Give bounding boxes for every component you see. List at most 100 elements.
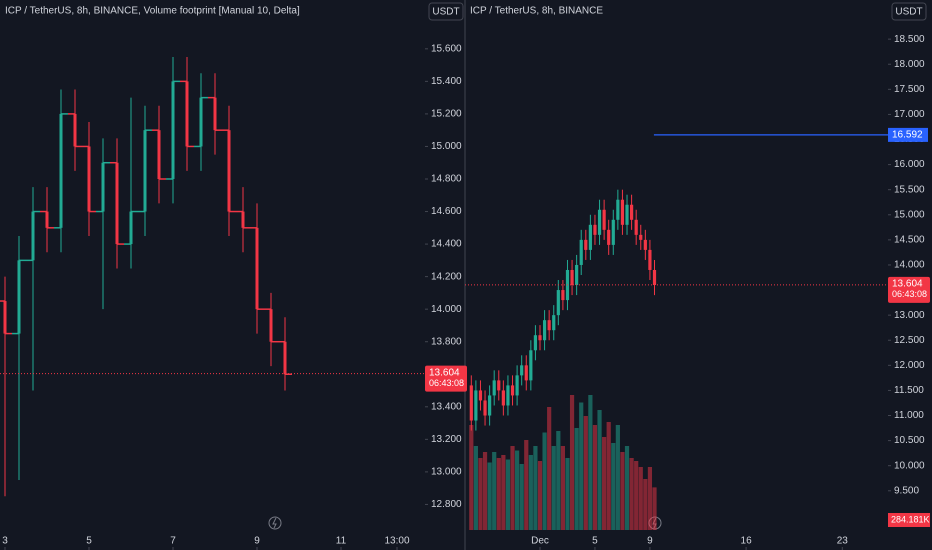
candle-body <box>213 97 217 131</box>
volume-bar <box>505 459 511 530</box>
y-tick-label: 10.500 <box>894 435 925 446</box>
candle-body <box>501 390 505 406</box>
volume-bar <box>524 440 529 530</box>
candle-body <box>143 130 147 212</box>
volume-bar <box>496 458 501 530</box>
x-tick-label: 5 <box>86 536 92 547</box>
last-price-label: 13.604 <box>892 278 923 289</box>
currency-button[interactable]: USDT <box>891 2 927 21</box>
candle-body <box>597 209 602 235</box>
button-frame <box>428 2 464 21</box>
y-tick-label: 17.000 <box>894 109 925 120</box>
last-price-tag <box>425 365 467 392</box>
candle-body <box>648 249 652 270</box>
y-tick-label: 14.000 <box>894 260 925 271</box>
x-tick-label: 9 <box>647 536 653 547</box>
y-tick-label: 17.500 <box>894 84 925 95</box>
y-tick-label: 13.800 <box>431 336 462 347</box>
currency-button[interactable]: USDT <box>428 2 464 21</box>
volume-bar <box>565 458 570 530</box>
volume-bar <box>547 407 552 530</box>
y-tick-label: 14.600 <box>431 206 462 217</box>
volume-bar <box>620 452 625 530</box>
candle-body <box>639 234 643 240</box>
volume-bar <box>528 455 533 530</box>
candle-body <box>611 219 615 245</box>
y-tick-label: 13.000 <box>894 310 925 321</box>
candle-body <box>602 209 606 230</box>
y-tick-label: 11.500 <box>894 385 924 396</box>
volume-bar <box>647 467 653 530</box>
volume-bar <box>615 425 620 530</box>
button-label: USDT <box>895 7 922 18</box>
candle-body <box>483 400 487 416</box>
candle-body <box>593 224 597 235</box>
candle-body <box>3 301 7 334</box>
volume-bar <box>492 452 497 530</box>
candle-body <box>520 365 524 376</box>
candle-body <box>524 365 528 381</box>
candle-body <box>488 395 492 416</box>
candle-body <box>538 335 542 341</box>
volume-bar <box>602 437 607 530</box>
y-tick-label: 10.000 <box>894 460 925 471</box>
y-tick-label: 15.600 <box>431 43 462 54</box>
price-line-tag <box>888 127 928 142</box>
replay-icon[interactable] <box>268 516 282 530</box>
volume-bar <box>473 446 478 530</box>
y-tick-label: 12.000 <box>894 360 925 371</box>
y-tick-label: 15.000 <box>894 209 925 220</box>
y-tick-label: 16.000 <box>894 159 925 170</box>
y-tick-label: 14.500 <box>894 235 925 246</box>
candle-body <box>533 335 538 351</box>
candle-body <box>515 375 519 396</box>
candle-body <box>157 130 161 179</box>
x-tick-label: 5 <box>592 536 598 547</box>
candle-body <box>31 211 35 261</box>
button-label: USDT <box>432 7 459 18</box>
candle-body <box>542 320 547 341</box>
volume-bar <box>542 432 547 530</box>
y-tick-label: 9.500 <box>894 485 919 496</box>
candle-body <box>283 341 287 375</box>
chart-title: ICP / TetherUS, 8h, BINANCE, Volume foot… <box>5 6 300 17</box>
last-price-label: 13.604 <box>429 367 460 378</box>
candle-body <box>616 199 620 220</box>
button-frame <box>891 2 927 21</box>
candle-body <box>45 211 49 228</box>
volume-bar <box>478 458 483 530</box>
candle-body <box>547 320 551 331</box>
candle-body <box>87 146 91 212</box>
candle-body <box>59 113 63 228</box>
y-tick-label: 14.800 <box>431 174 462 185</box>
y-tick-label: 11.000 <box>894 410 924 421</box>
volume-bar <box>487 462 492 530</box>
candle-body <box>529 350 533 381</box>
candle-body <box>497 380 501 391</box>
volume-bar <box>569 395 575 530</box>
volume-bar <box>624 446 630 530</box>
volume-bar <box>597 410 602 530</box>
y-tick-label: 14.400 <box>431 239 462 250</box>
volume-bar <box>588 395 593 530</box>
y-tick-label: 15.400 <box>431 76 462 87</box>
volume-bar <box>519 464 524 530</box>
candle-body <box>469 385 473 421</box>
candle-body <box>73 113 77 147</box>
y-tick-label: 15.000 <box>431 141 462 152</box>
x-tick-label: 11 <box>336 536 347 547</box>
volume-bar <box>634 461 639 530</box>
volume-bar <box>533 446 538 530</box>
y-tick-label: 13.000 <box>431 467 462 478</box>
candle-body <box>643 239 647 250</box>
volume-bar <box>469 425 474 530</box>
candle-body <box>584 239 588 250</box>
y-tick-label: 12.800 <box>431 499 462 510</box>
volume-bar <box>583 416 588 530</box>
volume-bar <box>537 461 543 530</box>
candle-body <box>625 204 629 225</box>
y-tick-label: 13.200 <box>431 434 462 445</box>
icon-circle <box>268 516 282 530</box>
x-tick-label: Dec <box>531 536 549 547</box>
